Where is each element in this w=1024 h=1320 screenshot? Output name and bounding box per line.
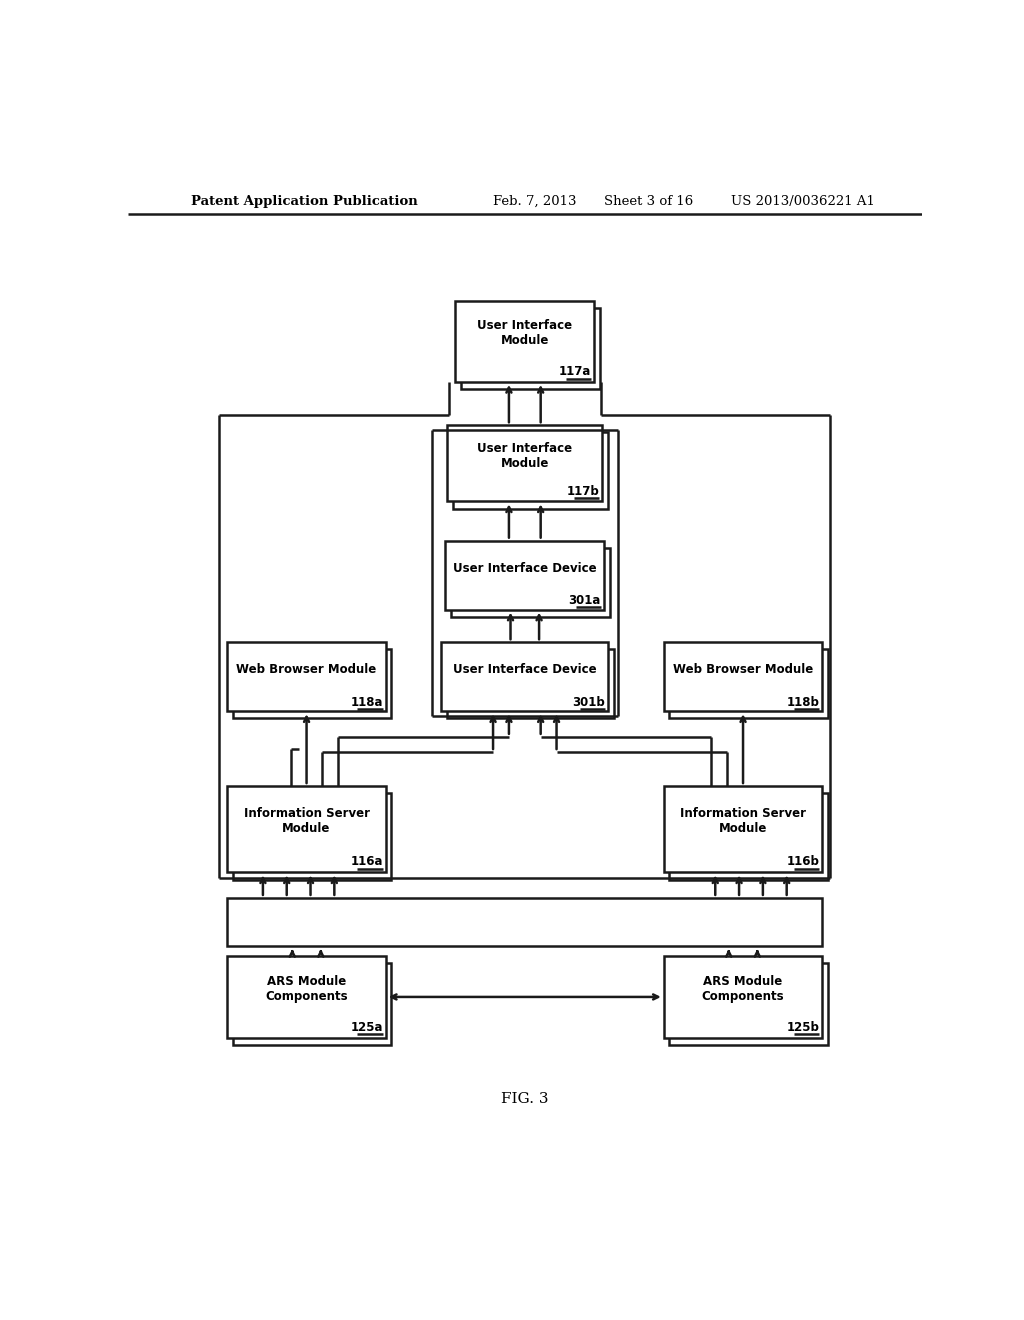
- Text: 125b: 125b: [786, 1020, 819, 1034]
- Text: 116b: 116b: [786, 854, 819, 867]
- Bar: [664, 643, 822, 711]
- Bar: [232, 793, 391, 879]
- Bar: [664, 956, 822, 1038]
- Bar: [456, 301, 594, 381]
- Bar: [670, 964, 828, 1044]
- Text: Web Browser Module: Web Browser Module: [237, 664, 377, 676]
- Text: User Interface Device: User Interface Device: [453, 664, 597, 676]
- Text: 117a: 117a: [559, 364, 591, 378]
- Text: Feb. 7, 2013: Feb. 7, 2013: [494, 194, 577, 207]
- Text: Patent Application Publication: Patent Application Publication: [191, 194, 418, 207]
- Text: 125a: 125a: [350, 1020, 383, 1034]
- Bar: [447, 649, 613, 718]
- Text: Web Browser Module: Web Browser Module: [673, 664, 813, 676]
- Text: ARS Module
Components: ARS Module Components: [701, 974, 784, 1003]
- Bar: [441, 643, 608, 711]
- Bar: [232, 649, 391, 718]
- Text: 117b: 117b: [566, 484, 599, 498]
- Text: User Interface Device: User Interface Device: [453, 562, 597, 574]
- Bar: [227, 643, 386, 711]
- Text: Information Server
Module: Information Server Module: [680, 807, 806, 834]
- Bar: [227, 956, 386, 1038]
- Text: ARS Module
Components: ARS Module Components: [265, 974, 348, 1003]
- Bar: [227, 898, 822, 946]
- Text: Sheet 3 of 16: Sheet 3 of 16: [604, 194, 693, 207]
- Bar: [670, 793, 828, 879]
- Bar: [445, 541, 604, 610]
- Text: 116a: 116a: [350, 854, 383, 867]
- Text: User Interface
Module: User Interface Module: [477, 319, 572, 347]
- Text: US 2013/0036221 A1: US 2013/0036221 A1: [731, 194, 876, 207]
- Bar: [453, 433, 607, 508]
- Bar: [461, 308, 600, 389]
- Text: 301a: 301a: [568, 594, 601, 607]
- Bar: [670, 649, 828, 718]
- Bar: [232, 964, 391, 1044]
- Bar: [451, 548, 609, 616]
- Bar: [227, 785, 386, 873]
- Text: Information Server
Module: Information Server Module: [244, 807, 370, 834]
- Text: 301b: 301b: [572, 696, 605, 709]
- Text: FIG. 3: FIG. 3: [501, 1092, 549, 1106]
- Text: 118a: 118a: [350, 696, 383, 709]
- Text: User Interface
Module: User Interface Module: [477, 442, 572, 470]
- Bar: [447, 425, 602, 502]
- Bar: [664, 785, 822, 873]
- Text: 118b: 118b: [786, 696, 819, 709]
